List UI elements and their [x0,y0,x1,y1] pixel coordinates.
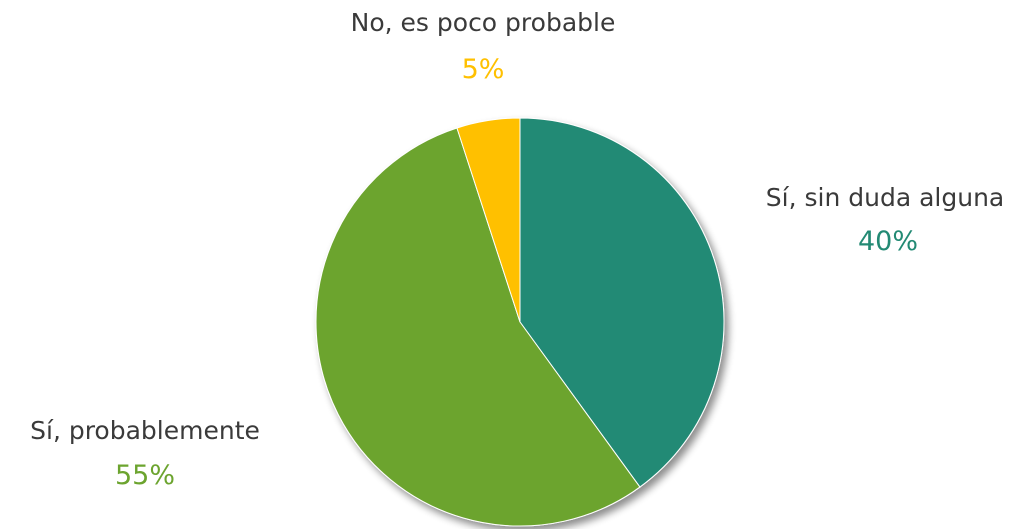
slice-value-si-probablemente: 55% [115,460,175,491]
label-group-no-poco-probable: No, es poco probable 5% [351,8,616,85]
pie-slice-si-sin-duda-alguna [519,117,725,488]
pie-slice-no-es-poco-probable [456,117,521,323]
label-group-si-probablemente: Sí, probablemente 55% [30,416,260,491]
label-group-si-sin-duda: Sí, sin duda alguna 40% [766,183,1004,257]
slice-label-no-es-poco-probable: No, es poco probable [351,8,616,37]
pie-slice-si-probablemente [315,127,641,527]
slice-value-si-sin-duda-alguna: 40% [858,226,918,257]
slice-value-no-es-poco-probable: 5% [462,54,505,85]
pie-slices [315,117,725,527]
slice-label-si-sin-duda-alguna: Sí, sin duda alguna [766,183,1004,212]
slice-label-si-probablemente: Sí, probablemente [30,416,260,445]
